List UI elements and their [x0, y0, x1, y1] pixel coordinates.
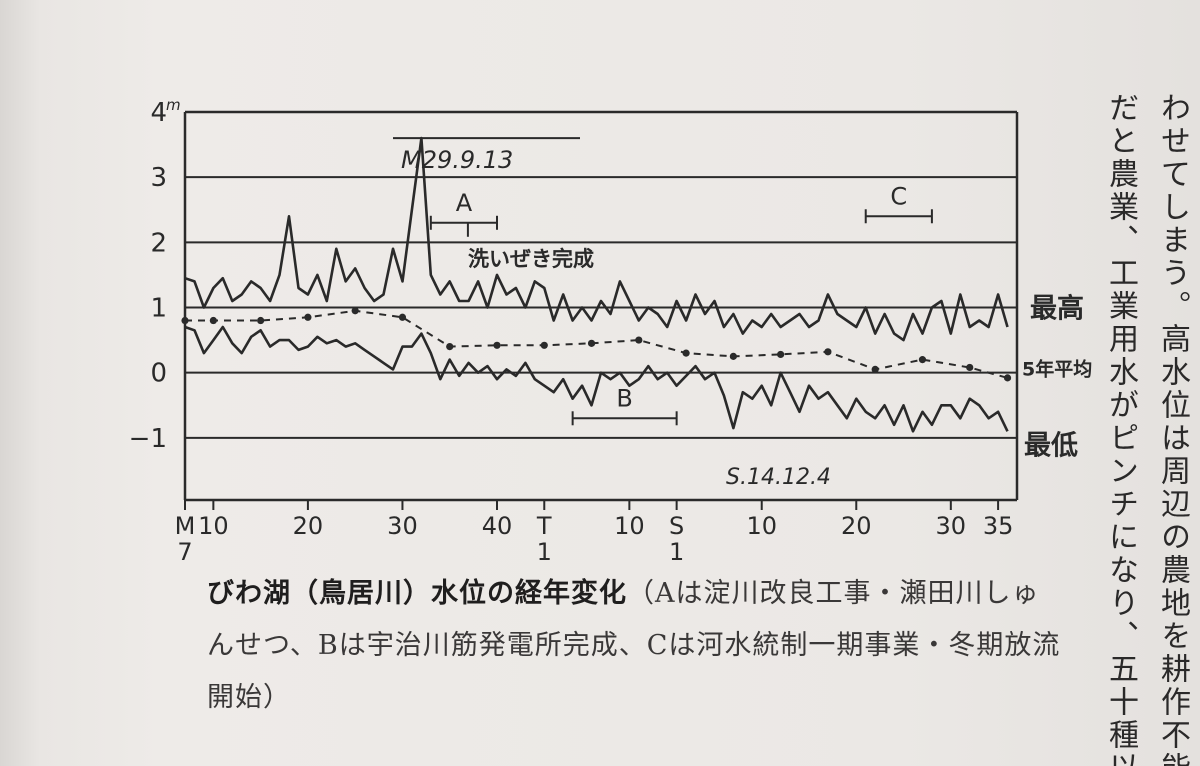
x-tick-label-2: 20 [293, 512, 324, 540]
y-tick-label-4: 0 [150, 359, 167, 389]
series-point-1-3 [304, 313, 312, 321]
y-unit-label: m [166, 96, 181, 114]
caption-body: （Aは淀川改良工事・瀬田川しゅんせつ、Bは宇治川筋発電所完成、Cは河水統制一期事… [207, 578, 1061, 713]
caption-title: びわ湖（鳥居川）水位の経年変化 [207, 578, 627, 609]
side-text-column-2: だと農業、工業用水がピンチになり、五十種以上の [1103, 92, 1138, 766]
side-text-column-1: わせてしまう。高水位は周辺の農地を耕作不能に追 [1155, 92, 1190, 766]
x-tick-label-0-0: M [175, 512, 196, 540]
series-point-1-18 [1003, 374, 1012, 382]
x-tick-label-1: 10 [198, 512, 229, 540]
series-point-1-8 [540, 341, 548, 349]
chart-axes [183, 110, 1019, 502]
y-tick-label-0: 4 [150, 98, 167, 128]
series-label-2: 最低 [1024, 430, 1078, 461]
series-point-1-10 [635, 336, 643, 344]
x-tick-label-10: 30 [936, 512, 967, 540]
series-point-1-2 [257, 316, 265, 325]
series-point-1-5 [398, 313, 407, 321]
series-point-1-6 [446, 343, 454, 351]
x-tick-label-6: 10 [614, 512, 645, 540]
low-annotation: S.14.12.4 [726, 465, 831, 490]
series-point-1-14 [824, 348, 832, 356]
x-tick-label-3: 30 [387, 512, 418, 540]
series-lines [181, 136, 1012, 433]
series-point-1-7 [493, 341, 501, 349]
series-label-1: 5年平均 [1022, 357, 1092, 380]
series-point-1-11 [682, 349, 690, 357]
x-tick-label-7-0: S [669, 512, 684, 540]
period-label-B: B [616, 384, 632, 412]
period-label-A: A [456, 189, 473, 217]
series-point-1-4 [351, 307, 359, 315]
series-point-1-17 [966, 363, 974, 372]
series-label-0: 最高 [1030, 293, 1084, 325]
x-tick-label-9: 20 [841, 512, 872, 540]
x-tick-label-5-1: 1 [537, 538, 552, 560]
x-tick-label-4: 40 [482, 512, 513, 540]
peak-annotation: M29.9.13 [401, 146, 513, 174]
x-tick-label-8: 10 [746, 512, 777, 540]
x-tick-label-7-1: 1 [669, 538, 684, 560]
series-point-1-12 [729, 352, 737, 360]
series-point-1-15 [871, 365, 879, 374]
figure-caption: びわ湖（鳥居川）水位の経年変化（Aは淀川改良工事・瀬田川しゅんせつ、Bは宇治川筋… [207, 568, 1067, 724]
series-point-1-13 [777, 350, 785, 359]
y-tick-label-2: 2 [150, 228, 167, 258]
period-label-C: C [890, 182, 907, 210]
x-tick-label-0-1: 7 [177, 538, 192, 560]
series-line-2 [184, 325, 1009, 433]
series-point-1-1 [209, 316, 217, 325]
y-tick-label-5: −1 [129, 424, 167, 454]
y-tick-labels: 4 3 2 1 0 −1 [129, 98, 167, 454]
y-tick-label-1: 3 [150, 163, 167, 193]
series-point-1-16 [918, 356, 927, 364]
series-point-1-9 [587, 339, 596, 347]
series-line-0 [184, 136, 1009, 342]
y-tick-label-3: 1 [150, 294, 167, 324]
x-tick-label-5-0: T [536, 512, 552, 540]
side-body-text: わせてしまう。高水位は周辺の農地を耕作不能に追 だと農業、工業用水がピンチになり… [1094, 92, 1198, 766]
annotations: M29.9.13 S.14.12.4 A B C 洗いぜき完成 [393, 137, 933, 490]
works-annotation: 洗いぜき完成 [468, 247, 594, 271]
series-point-1-0 [181, 316, 189, 325]
x-tick-label-11: 35 [983, 512, 1014, 540]
